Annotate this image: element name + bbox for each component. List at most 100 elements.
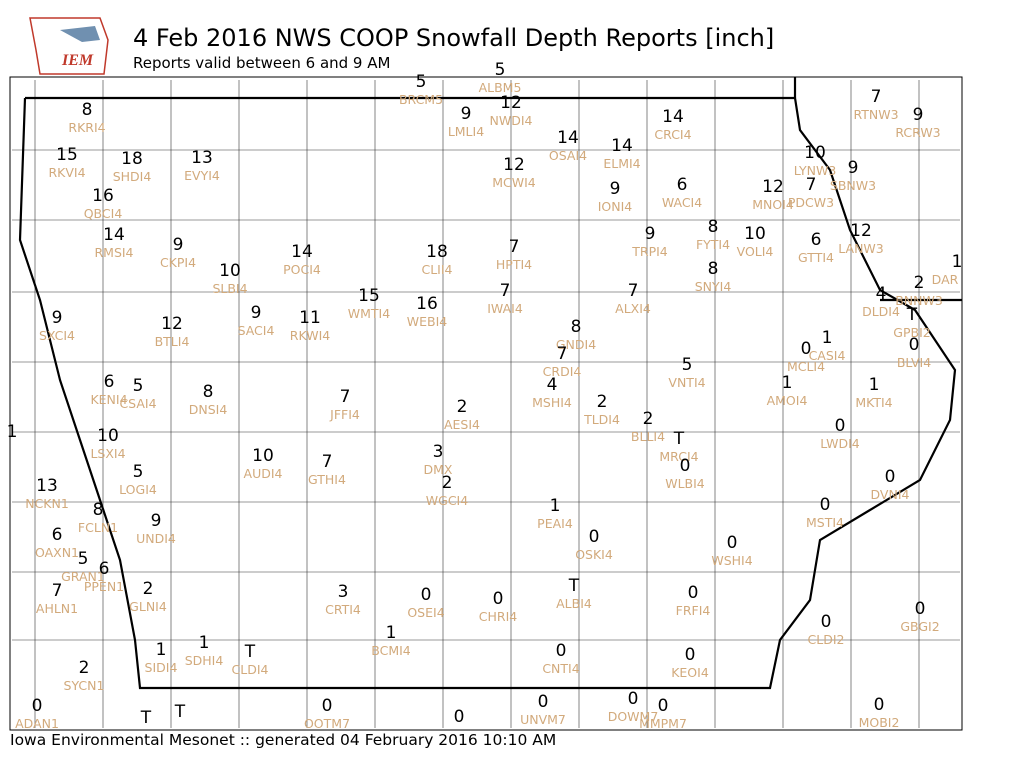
station-id: MKTI4 — [855, 395, 892, 410]
station-id: LYNW3 — [794, 163, 837, 178]
station-id: PEAI4 — [537, 516, 573, 531]
station-id: ALBM5 — [479, 80, 522, 95]
snow-depth: 11 — [299, 308, 321, 328]
snow-depth: 5 — [133, 376, 144, 396]
station-id: WACI4 — [662, 195, 702, 210]
snow-depth: 0 — [538, 692, 549, 712]
station-id: QBCI4 — [84, 206, 123, 221]
snow-depth: 0 — [915, 599, 926, 619]
snow-depth: 0 — [885, 467, 896, 487]
snow-depth: 10 — [744, 224, 766, 244]
station-id: RMSI4 — [94, 245, 133, 260]
snow-depth: 10 — [97, 426, 119, 446]
snow-depth: 8 — [571, 317, 582, 337]
station-id: TLDI4 — [583, 412, 620, 427]
station-id: BLVI4 — [897, 355, 931, 370]
station-id: AHLN1 — [36, 601, 78, 616]
station-id: CLDI2 — [808, 632, 845, 647]
snow-depth: 4 — [876, 284, 887, 304]
station-id: FYTI4 — [696, 237, 730, 252]
station-id: DOWM7 — [608, 709, 659, 724]
station-id: WGCI4 — [426, 493, 468, 508]
snow-depth: 15 — [56, 145, 78, 165]
snow-depth: 2 — [79, 658, 90, 678]
station-id: RKRI4 — [68, 120, 105, 135]
snow-depth: 1 — [7, 422, 18, 442]
snow-depth: 8 — [203, 382, 214, 402]
snow-depth: 9 — [848, 158, 859, 178]
snow-depth: 9 — [173, 235, 184, 255]
station-id: HPTI4 — [496, 257, 532, 272]
snow-depth: 14 — [611, 136, 633, 156]
snow-depth: 8 — [708, 217, 719, 237]
station-id: KEOI4 — [671, 665, 709, 680]
station-id: SDHI4 — [185, 653, 224, 668]
station-id: MCLI4 — [787, 359, 825, 374]
station-id: CASI4 — [809, 348, 846, 363]
snow-depth: 0 — [658, 696, 669, 716]
snow-depth: 12 — [161, 314, 183, 334]
snow-depth: 0 — [589, 527, 600, 547]
footer: Iowa Environmental Mesonet :: generated … — [10, 731, 556, 749]
snow-depth: 2 — [457, 397, 468, 417]
snow-depth: 5 — [682, 355, 693, 375]
snow-depth: 10 — [219, 261, 241, 281]
station-id: MOBI2 — [859, 715, 900, 730]
snow-depth: 2 — [914, 273, 925, 293]
station-id: LWDI4 — [820, 436, 859, 451]
station-id: UNDI4 — [136, 531, 176, 546]
station-id: EVYI4 — [184, 168, 220, 183]
station-id: MSHI4 — [532, 395, 572, 410]
station-id: LOGI4 — [119, 482, 157, 497]
snow-depth: 0 — [835, 416, 846, 436]
snow-depth: 9 — [610, 179, 621, 199]
station-id: ALBI4 — [556, 596, 592, 611]
snow-depth: 14 — [557, 128, 579, 148]
station-id: POCI4 — [283, 262, 321, 277]
snow-depth: 14 — [103, 225, 125, 245]
station-id: WLBI4 — [665, 476, 705, 491]
station-id: IONI4 — [598, 199, 633, 214]
snow-depth: 9 — [251, 303, 262, 323]
snow-depth: 0 — [454, 707, 465, 727]
snow-depth: 2 — [442, 473, 453, 493]
snow-depth: 8 — [93, 500, 104, 520]
station-id: JFFI4 — [329, 407, 360, 422]
snow-depth: 7 — [509, 237, 520, 257]
title: 4 Feb 2016 NWS COOP Snowfall Depth Repor… — [133, 24, 774, 52]
snow-depth: 5 — [416, 72, 427, 92]
snow-depth: 14 — [662, 107, 684, 127]
snow-depth: 16 — [416, 294, 438, 314]
snow-depth: T — [244, 642, 256, 662]
snow-depth: T — [906, 305, 918, 325]
snow-depth: 13 — [191, 148, 213, 168]
snow-depth: 12 — [850, 221, 872, 241]
station-id: VOLI4 — [737, 244, 774, 259]
snow-depth: 1 — [822, 328, 833, 348]
station-id: GPBI2 — [893, 325, 930, 340]
snow-depth: 5 — [133, 462, 144, 482]
station-id: SBNW3 — [830, 178, 876, 193]
snow-depth: 1 — [199, 633, 210, 653]
snow-depth: 2 — [597, 392, 608, 412]
snow-depth: 0 — [688, 583, 699, 603]
snow-depth: 7 — [806, 175, 817, 195]
snow-depth: 7 — [340, 387, 351, 407]
station-id: SIDI4 — [145, 660, 178, 675]
station-id: MSTI4 — [806, 515, 844, 530]
station-id: SHDI4 — [113, 169, 152, 184]
station-id: BTLI4 — [155, 334, 190, 349]
station-id: PPEN1 — [84, 579, 124, 594]
snow-depth: 0 — [874, 695, 885, 715]
snow-depth: 0 — [727, 533, 738, 553]
station-id: BLLI4 — [631, 429, 665, 444]
station-id: UNVM7 — [520, 712, 566, 727]
snow-depth: 9 — [645, 224, 656, 244]
snow-depth: 1 — [550, 496, 561, 516]
snow-depth: 0 — [322, 696, 333, 716]
station-id: MMPM7 — [639, 716, 687, 731]
station-id: PDCW3 — [788, 195, 834, 210]
station-id: CSAI4 — [119, 396, 156, 411]
snow-depth: 0 — [32, 696, 43, 716]
station-id: KENI4 — [90, 392, 127, 407]
